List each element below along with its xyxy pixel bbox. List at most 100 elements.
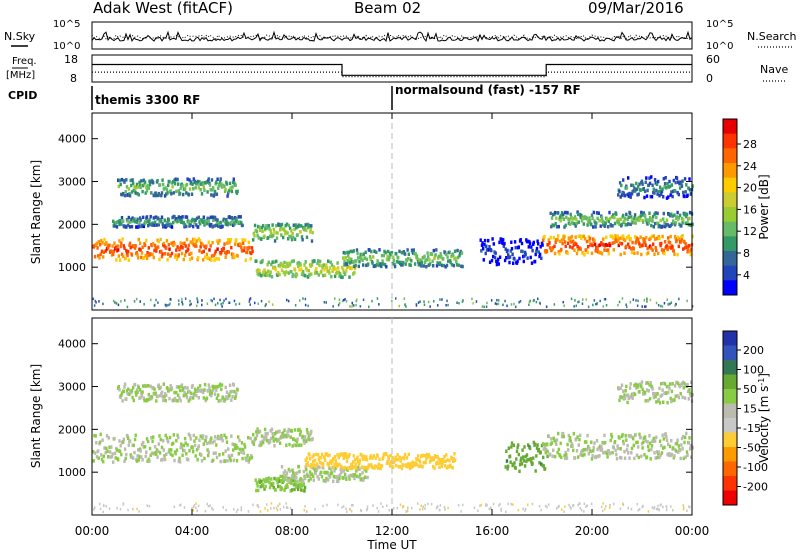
range-gate-cell (107, 246, 110, 250)
range-gate-cell (214, 249, 217, 254)
range-gate-cell (181, 303, 184, 306)
range-gate-cell (648, 434, 651, 438)
range-gate-cell (678, 237, 681, 241)
range-gate-cell (344, 298, 346, 301)
range-gate-cell (659, 189, 662, 193)
range-gate-cell (351, 305, 353, 308)
range-gate-cell (634, 382, 637, 387)
range-gate-cell (337, 463, 340, 467)
range-gate-cell (568, 503, 570, 507)
range-gate-cell (270, 427, 274, 432)
range-gate-cell (500, 509, 502, 512)
range-gate-cell (618, 398, 621, 403)
range-gate-cell (637, 218, 640, 222)
range-gate-cell (620, 242, 624, 246)
range-gate-cell (110, 455, 114, 459)
range-gate-cell (403, 456, 406, 461)
range-gate-cell (477, 509, 479, 512)
range-gate-cell (405, 456, 409, 460)
range-gate-cell (262, 478, 265, 482)
range-gate-cell (419, 258, 422, 263)
range-gate-cell (226, 459, 229, 463)
range-gate-cell (578, 437, 581, 442)
range-gate-cell (197, 300, 199, 304)
range-gate-cell (215, 388, 218, 392)
range-gate-cell (567, 448, 570, 452)
range-gate-cell (154, 246, 157, 250)
range-gate-cell (472, 302, 474, 305)
range-gate-cell (134, 433, 137, 437)
range-gate-cell (662, 211, 665, 216)
range-gate-cell (295, 443, 298, 448)
range-gate-cell (136, 454, 139, 458)
range-gate-cell (212, 451, 215, 455)
colorbar-tick-label: -100 (743, 461, 768, 474)
range-gate-cell (690, 247, 693, 252)
range-gate-cell (309, 477, 312, 481)
range-gate-cell (267, 476, 270, 480)
range-gate-cell (341, 506, 343, 509)
range-gate-cell (223, 299, 225, 302)
range-gate-cell (635, 386, 638, 390)
range-gate-cell (552, 223, 555, 228)
range-gate-cell (149, 214, 152, 219)
range-gate-cell (605, 304, 608, 307)
range-gate-cell (139, 395, 142, 400)
range-gate-cell (281, 435, 284, 439)
range-gate-cell (494, 302, 497, 305)
range-gate-cell (615, 212, 618, 216)
range-gate-cell (645, 176, 648, 180)
range-gate-cell (513, 240, 517, 244)
range-gate-cell (280, 435, 283, 439)
range-gate-cell (660, 443, 663, 448)
range-gate-cell (461, 503, 464, 507)
range-gate-cell (216, 436, 219, 441)
range-gate-cell (682, 190, 685, 195)
range-gate-cell (288, 469, 292, 473)
range-gate-cell (116, 507, 118, 510)
range-gate-cell (382, 253, 385, 258)
range-gate-cell (125, 397, 128, 401)
range-gate-cell (262, 273, 265, 277)
range-gate-cell (243, 246, 246, 250)
range-gate-cell (299, 429, 302, 434)
range-gate-cell (233, 443, 236, 447)
range-gate-cell (533, 299, 535, 302)
range-gate-cell (212, 388, 215, 392)
range-gate-cell (97, 254, 100, 258)
range-gate-cell (600, 241, 603, 245)
range-gate-cell (225, 436, 228, 440)
range-gate-cell (639, 214, 642, 218)
range-gate-cell (417, 301, 420, 304)
range-gate-cell (126, 305, 129, 309)
range-gate-cell (277, 263, 280, 268)
range-gate-cell (124, 456, 127, 461)
range-gate-cell (368, 305, 370, 309)
range-gate-cell (388, 509, 390, 512)
range-gate-cell (653, 392, 657, 396)
range-gate-cell (519, 238, 522, 242)
range-gate-cell (217, 399, 220, 403)
range-gate-cell (591, 216, 594, 220)
range-gate-cell (595, 303, 597, 306)
range-gate-cell (650, 444, 654, 448)
range-gate-cell (175, 385, 179, 389)
range-gate-cell (259, 440, 262, 445)
range-gate-cell (145, 450, 148, 454)
range-gate-cell (196, 389, 199, 393)
range-gate-cell (228, 241, 231, 245)
range-gate-cell (336, 453, 339, 457)
range-gate-cell (585, 440, 588, 444)
range-gate-cell (353, 266, 357, 271)
range-gate-cell (625, 303, 627, 306)
range-gate-cell (672, 249, 675, 253)
range-gate-cell (327, 453, 330, 458)
range-gate-cell (134, 191, 137, 195)
range-gate-cell (202, 249, 205, 254)
range-gate-cell (203, 382, 207, 387)
range-gate-cell (316, 474, 319, 479)
range-gate-cell (138, 510, 140, 513)
range-gate-cell (580, 234, 584, 239)
range-gate-cell (197, 396, 200, 400)
